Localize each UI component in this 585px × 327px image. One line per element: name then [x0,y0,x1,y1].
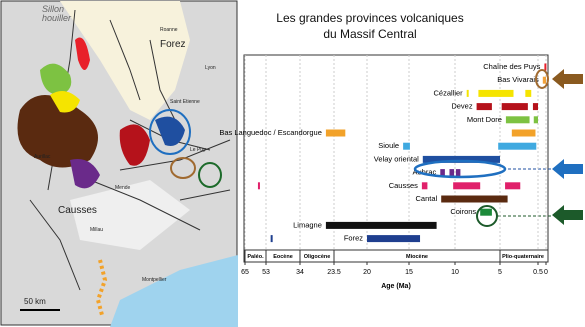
series-label: Causses [389,181,418,190]
x-tick-label: 34 [296,269,304,276]
devez-blob [119,124,150,166]
aubrac-blob [70,159,100,189]
range-bar [533,116,538,124]
range-bar [325,221,437,229]
range-bar [525,89,532,97]
velay-blob [155,116,185,146]
series-label: Velay oriental [374,154,419,163]
causses-area [70,180,190,250]
range-bar [498,142,537,150]
plot-frame [243,54,549,263]
range-bar [544,63,547,71]
x-tick-label: 5 [498,269,502,276]
basin [60,1,190,120]
range-bar [270,235,273,243]
x-tick-label: 0.5 [533,269,543,276]
map-label: Roanne [160,27,178,33]
x-tick-label: 10 [451,269,459,276]
cantal-blob [17,95,98,168]
map-label: Montpellier [142,277,167,283]
series-label: Chaîne des Puys [483,62,540,71]
series-label: Mont Dore [467,115,502,124]
x-tick-label: 15 [405,269,413,276]
map-label: Aurillac [34,154,51,160]
map-label: Le Puy [190,147,206,153]
range-bar [403,142,410,150]
x-tick-label: 0 [544,269,548,276]
range-bar [441,195,508,203]
series-label: Devez [451,102,473,111]
map-label: Lyon [205,65,216,71]
map-label: Causses [58,205,97,216]
epoch-label: Miocène [406,254,428,260]
map-label: Forez [160,39,186,50]
escandorgue-dots [95,259,108,316]
range-bar [453,182,481,190]
range-bar [532,103,538,111]
mont-dore-blob [40,63,72,95]
highlight [476,205,498,227]
series-label: Sioule [378,141,399,150]
series-label: Aubrac [413,168,437,177]
map-label: Millau [90,227,104,233]
range-bar [505,182,521,190]
range-bar [449,169,455,177]
cezallier-blob [50,91,80,113]
arrows [498,69,583,225]
range-bar [480,208,492,216]
series-label: Cantal [416,194,438,203]
range-bar [501,103,528,111]
map-label: Mende [115,185,131,191]
sea [110,255,238,327]
range-bar [476,103,492,111]
highlight [535,69,549,89]
range-bar [422,155,500,163]
range-bar [478,89,514,97]
series-label: Forez [344,234,363,243]
coirons-circle [198,162,222,188]
epoch-label: Eocène [273,254,293,260]
x-tick-label: 53 [262,269,270,276]
range-bar [542,76,546,84]
x-tick-label: 65 [241,269,249,276]
series-label: Cézallier [434,88,464,97]
range-bar [455,169,461,177]
epoch-label: Paléo. [247,254,264,260]
epoch-label: Oligocène [304,254,331,260]
range-bar [367,235,421,243]
range-bar [325,129,346,137]
series-label: Limagne [293,220,322,229]
range-bar [421,182,428,190]
puys-blob [75,37,90,70]
range-bar [511,129,536,137]
map-label: Sillon houiller [42,4,72,23]
map [0,0,238,327]
map-label: Saint Etienne [170,99,200,105]
series-label: Coirons [450,207,476,216]
range-bar [257,182,260,190]
map-label: 50 km [24,297,46,306]
highlight [413,159,507,179]
velay-circle [149,109,191,155]
range-bar [466,89,469,97]
series-label: Bas Vivarais [497,75,539,84]
vivarais-circle [170,157,196,179]
chart-title: Les grandes provinces volcaniques du Mas… [276,11,464,41]
x-axis-label: Age (Ma) [381,283,411,290]
range-bar [440,169,445,177]
x-tick-label: 20 [363,269,371,276]
x-tick-label: 23.5 [327,269,341,276]
range-bar [505,116,530,124]
epoch-label: Plio-quaternaire [502,254,544,260]
